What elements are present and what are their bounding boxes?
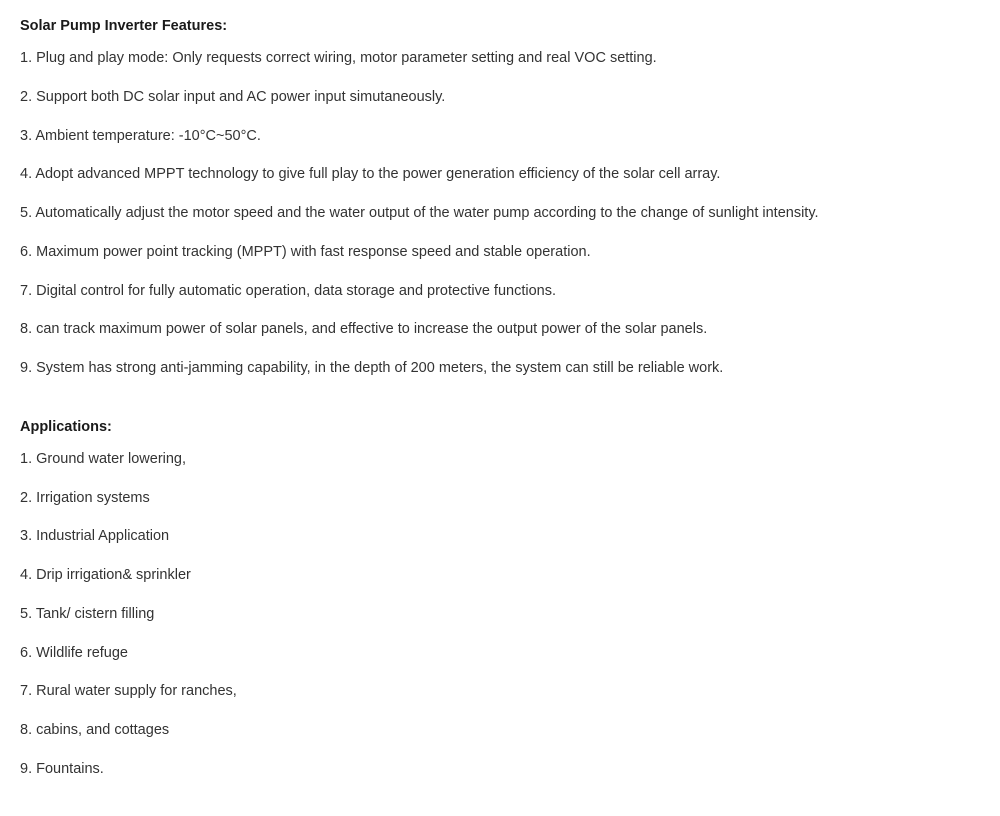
application-item: 8. cabins, and cottages <box>20 720 980 742</box>
feature-item: 1. Plug and play mode: Only requests cor… <box>20 48 980 70</box>
feature-item: 3. Ambient temperature: -10°C~50°C. <box>20 126 980 148</box>
application-item: 5. Tank/ cistern filling <box>20 604 980 626</box>
section-divider <box>20 397 980 419</box>
feature-item: 4. Adopt advanced MPPT technology to giv… <box>20 164 980 186</box>
application-item: 6. Wildlife refuge <box>20 643 980 665</box>
application-item: 9. Fountains. <box>20 759 980 781</box>
application-item: 7. Rural water supply for ranches, <box>20 681 980 703</box>
feature-item: 6. Maximum power point tracking (MPPT) w… <box>20 242 980 264</box>
features-section: Solar Pump Inverter Features: 1. Plug an… <box>20 18 980 380</box>
feature-item: 8. can track maximum power of solar pane… <box>20 319 980 341</box>
features-title: Solar Pump Inverter Features: <box>20 18 980 34</box>
application-item: 2. Irrigation systems <box>20 488 980 510</box>
feature-item: 5. Automatically adjust the motor speed … <box>20 203 980 225</box>
applications-title: Applications: <box>20 419 980 435</box>
application-item: 1. Ground water lowering, <box>20 449 980 471</box>
feature-item: 2. Support both DC solar input and AC po… <box>20 87 980 109</box>
application-item: 3. Industrial Application <box>20 526 980 548</box>
feature-item: 7. Digital control for fully automatic o… <box>20 281 980 303</box>
feature-item: 9. System has strong anti-jamming capabi… <box>20 358 980 380</box>
application-item: 4. Drip irrigation& sprinkler <box>20 565 980 587</box>
applications-section: Applications: 1. Ground water lowering, … <box>20 419 980 781</box>
